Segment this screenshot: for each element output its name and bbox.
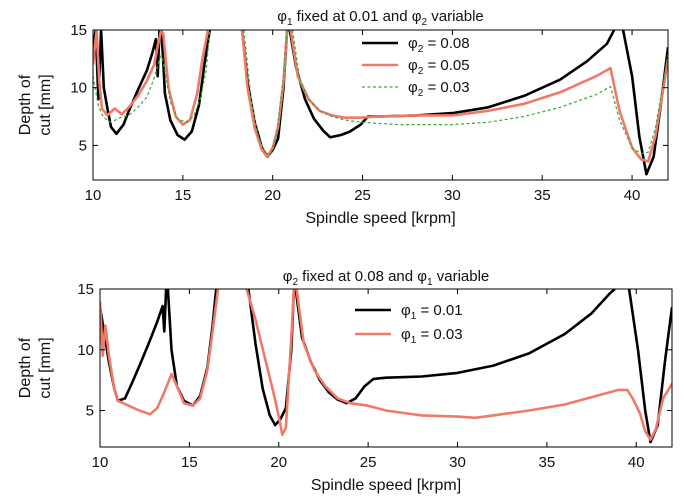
chart-title: φ1 fixed at 0.01 and φ2 variable: [277, 8, 484, 28]
x-tick-label: 25: [360, 454, 377, 471]
x-axis-label: Spindle speed [krpm]: [305, 210, 455, 227]
x-tick-label: 30: [444, 187, 461, 204]
x-tick-label: 35: [539, 454, 556, 471]
y-tick-label: 15: [77, 281, 94, 298]
y-axis-label: Depth of: [17, 337, 34, 398]
axes-frame: [99, 288, 673, 448]
series-line-2: [93, 30, 668, 163]
x-tick-label: 40: [624, 187, 641, 204]
legend-label-2: φ2 = 0.05: [408, 57, 470, 77]
y-tick-label: 10: [77, 342, 94, 359]
x-tick-label: 30: [449, 454, 466, 471]
x-tick-label: 25: [354, 187, 371, 204]
x-tick-label: 15: [175, 187, 192, 204]
y-axis-label: Depth of: [17, 74, 34, 135]
y-tick-label: 15: [70, 22, 87, 39]
y-tick-label: 5: [86, 403, 94, 420]
y-axis-label: cut [mm]: [37, 74, 54, 135]
y-tick-label: 10: [70, 80, 87, 97]
x-tick-label: 35: [534, 187, 551, 204]
y-tick-label: 5: [79, 137, 87, 154]
series-line-1: [93, 30, 668, 176]
series-line-3: [93, 30, 668, 155]
plot-area: [100, 289, 672, 444]
series-line-1: [100, 289, 672, 444]
legend-label-1: φ1 = 0.01: [401, 302, 463, 322]
x-tick-label: 20: [264, 187, 281, 204]
axes-frame: [92, 29, 669, 181]
chart-1: 10 15 20 25 30 35 40 5 10 15 Spindle speed [krpm] D…: [17, 8, 669, 227]
legend: φ1 = 0.01 φ1 = 0.03: [355, 302, 463, 346]
chart-2: 10 15 20 25 30 35 40 5 10 15 Spindle speed [krpm] D…: [17, 268, 673, 494]
x-tick-label: 10: [85, 187, 102, 204]
x-axis-label: Spindle speed [krpm]: [311, 477, 461, 494]
chart-title: φ2 fixed at 0.08 and φ1 variable: [283, 268, 490, 288]
legend-label-3: φ2 = 0.03: [408, 79, 470, 99]
y-axis-label: cut [mm]: [37, 337, 54, 398]
x-tick-label: 15: [181, 454, 198, 471]
legend-label-2: φ1 = 0.03: [401, 326, 463, 346]
x-tick-label: 40: [628, 454, 645, 471]
x-tick-label: 10: [92, 454, 109, 471]
plot-area: [93, 30, 668, 176]
x-tick-label: 20: [270, 454, 287, 471]
series-line-2: [100, 289, 672, 441]
legend-label-1: φ2 = 0.08: [408, 35, 470, 55]
